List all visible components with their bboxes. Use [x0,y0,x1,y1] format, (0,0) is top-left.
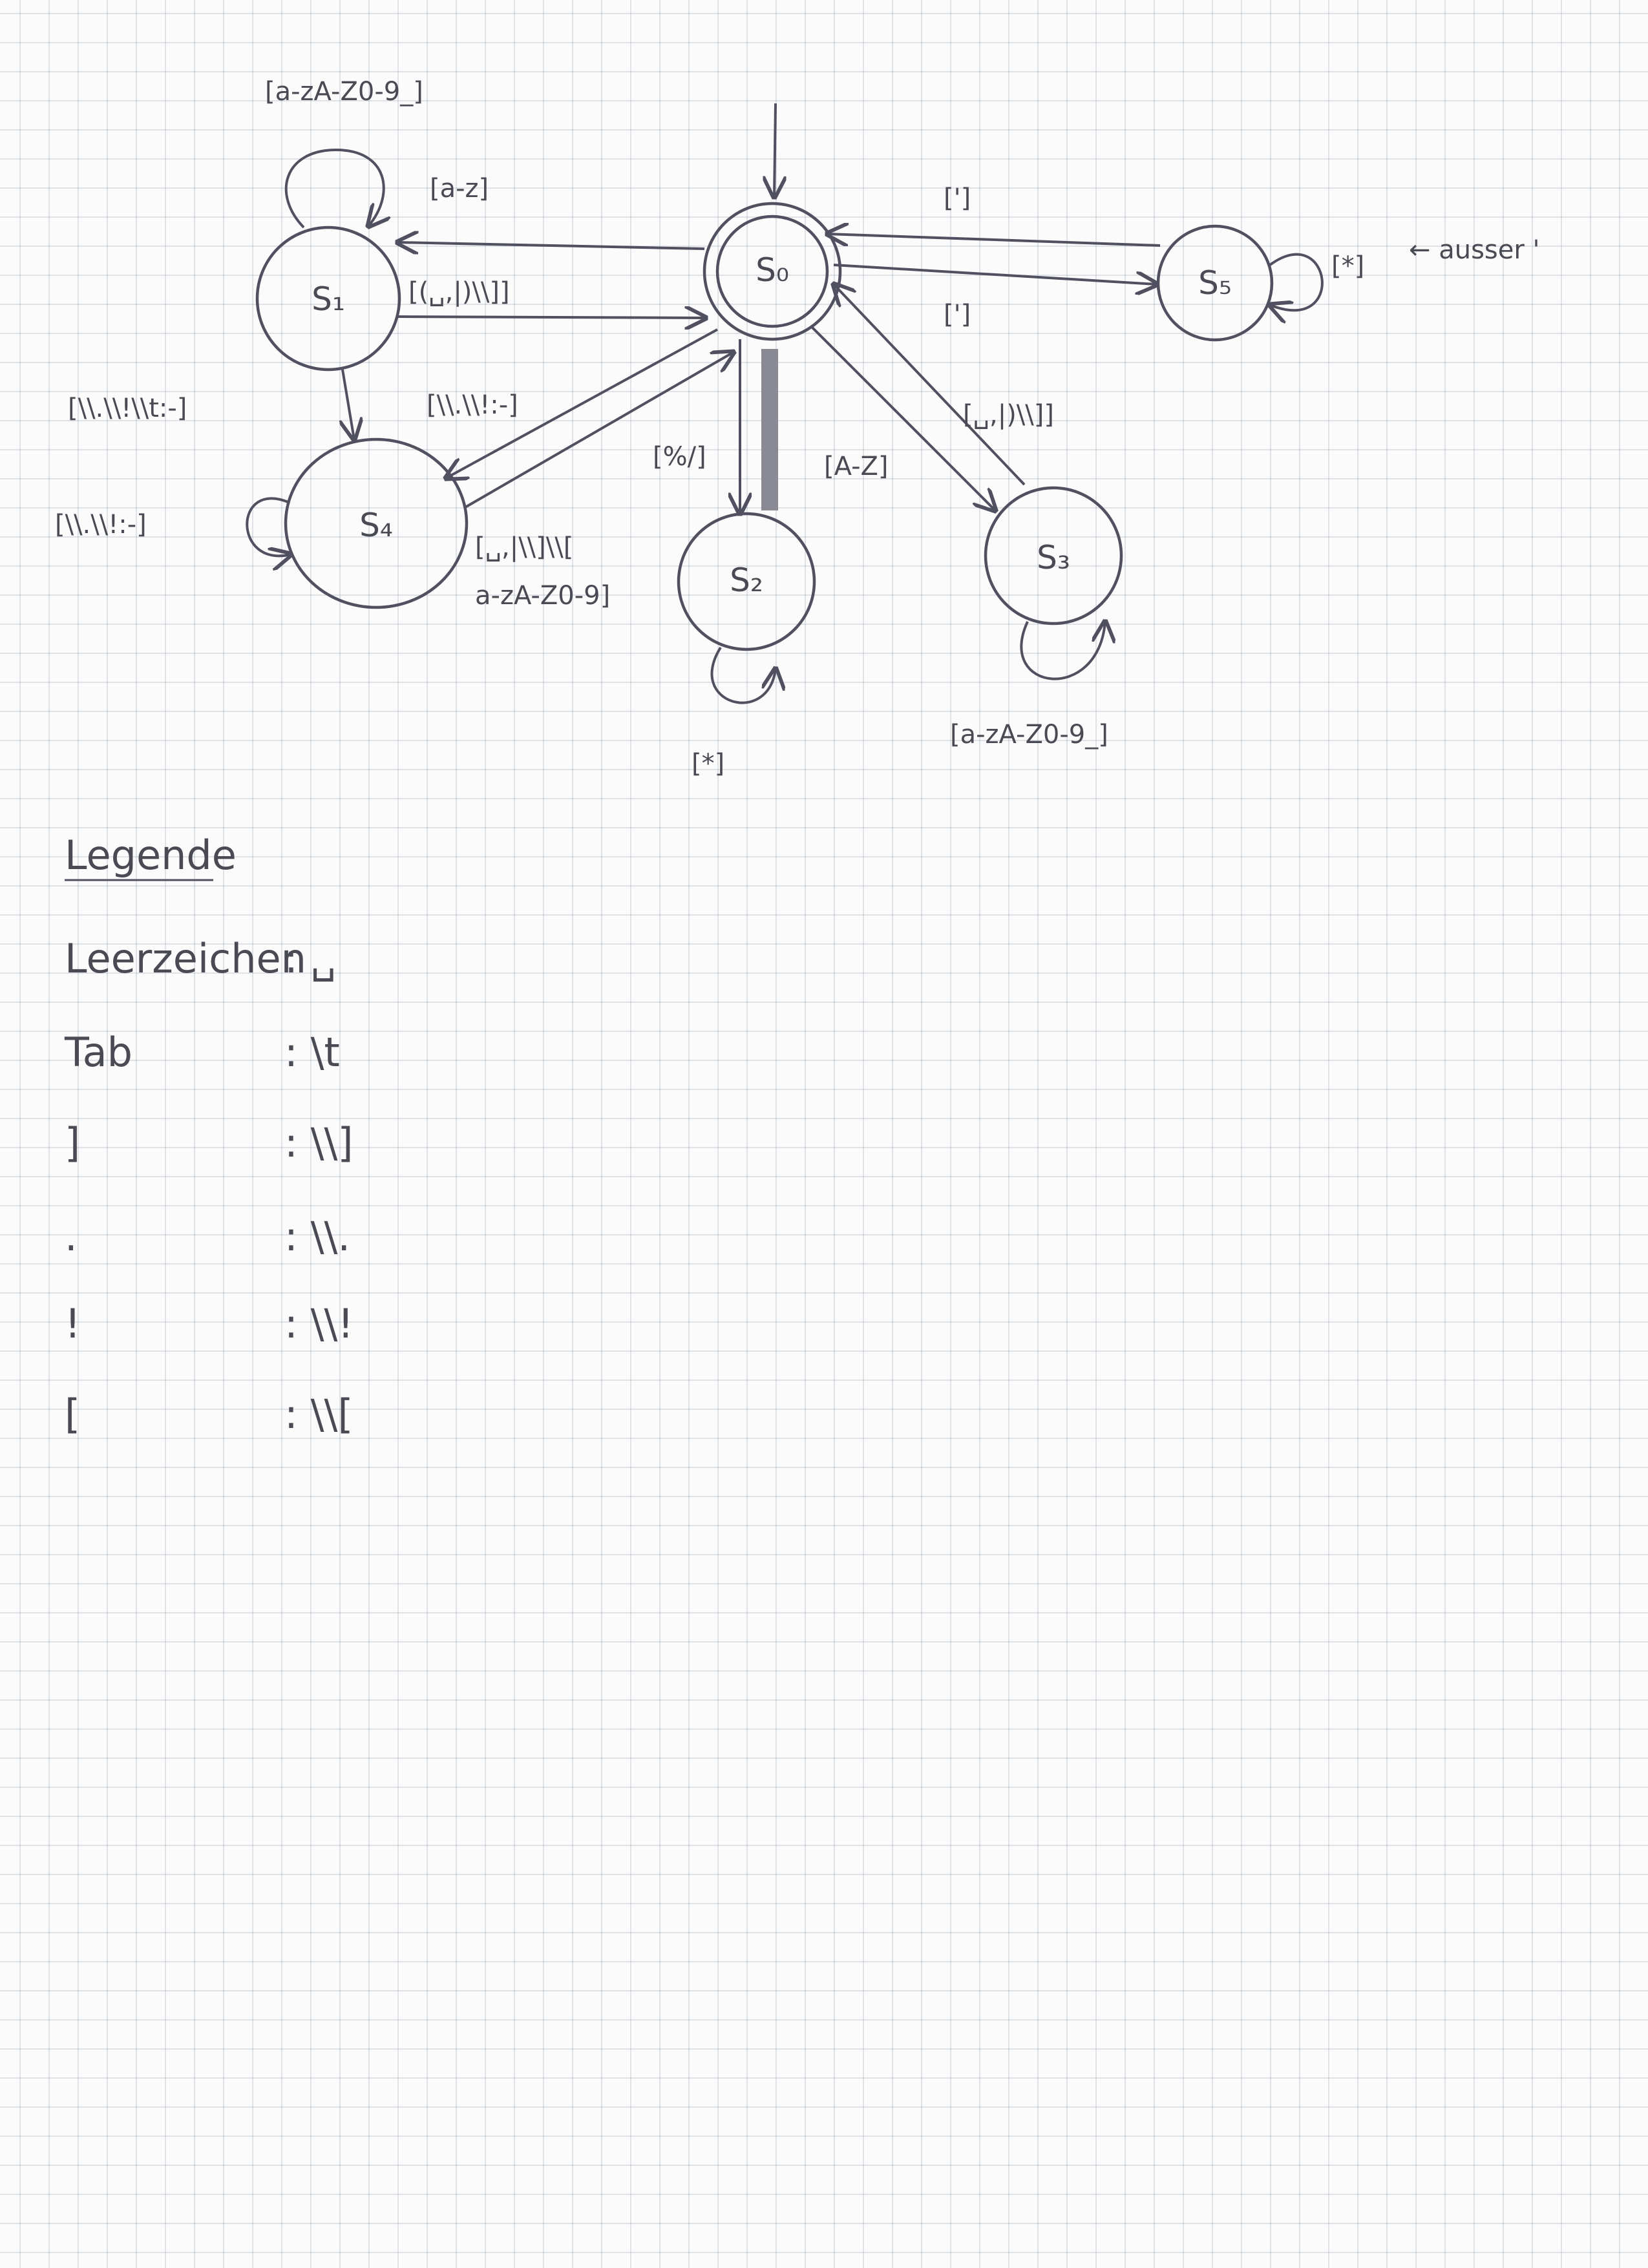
edge-label-s0-to-s4: [\\.\\!:-] [427,390,518,420]
state-s5-label: S₅ [1198,264,1232,302]
legend-row-3-symbol: ] [65,1119,80,1166]
state-s0: S₀ [703,202,842,341]
edge-label-s5-to-s0: ['] [944,184,971,213]
edge-label-s4-to-s0-line1: [␣,|\\]\\[ [475,532,573,562]
edge-s0-to-s1 [397,242,705,249]
legend-row-2-symbol: Tab [64,1029,132,1076]
state-s4: S₄ [284,437,469,609]
state-s1-label: S₁ [312,280,345,318]
legend-row-5-code: : \\! [284,1300,354,1347]
edge-s1-to-s0 [397,317,706,318]
legend-row-3-code: : \\] [284,1119,354,1166]
edge-label-s3-self: [a-zA-Z0-9_] [950,720,1108,750]
edge-label-s2-self: [*] [692,749,724,779]
edge-s1-self [284,148,384,227]
legend-row-1-symbol: Leerzeichen [65,935,306,982]
edge-label-s0-to-s5: ['] [944,300,971,330]
legend-row-6-symbol: [ [65,1391,80,1438]
edge-s4-self [246,497,291,556]
edge-label-s5-self-note: ← ausser ' [1409,235,1540,265]
edge-s4-to-s0 [464,352,734,509]
edge-label-s1-self: [a-zA-Z0-9_] [265,77,423,107]
edge-label-s1-to-s0: [(␣,|)\\]] [408,277,510,307]
edge-s2-self [710,646,776,704]
legend-row-4-code: : \\. [284,1213,350,1260]
state-s3-label: S₃ [1037,539,1070,576]
legend-row-2-code: : \t [284,1029,340,1076]
legend-row-6-code: : \\[ [284,1391,354,1438]
state-s5: S₅ [1156,224,1274,342]
edge-label-s5-self: [*] [1331,251,1364,281]
state-s2-label: S₂ [730,562,763,599]
edge-s5-to-s0 [827,234,1161,247]
state-s1: S₁ [255,226,401,372]
state-s3: S₃ [984,486,1123,625]
edge-label-s0-to-s3: [A-Z] [824,452,889,481]
legend-row-4-symbol: . [65,1213,78,1260]
state-s0-label: S₀ [755,251,789,289]
edge-s3-to-s0 [834,284,1026,486]
state-s2: S₂ [677,512,816,651]
start-arrow [774,103,776,197]
edge-s0-to-s5 [833,264,1157,284]
edge-s0-to-s3 [810,325,995,510]
edge-label-s0-to-s1: [a-z] [430,174,489,204]
edge-s3-self [1020,622,1105,680]
hatched-bar [761,349,778,510]
legend-row-1-code: : ␣ [284,935,336,982]
edge-label-s3-to-s0: [␣,|)\\]] [963,400,1054,430]
edge-label-s4-to-s0-line2: a-zA-Z0-9] [475,581,610,611]
edge-s0-to-s4 [446,328,718,478]
edge-label-s1-to-s4: [\\.\\!\\t:-] [68,394,187,423]
edge-label-s0-to-s2: [%/] [653,442,706,472]
edge-s1-to-s4 [343,369,354,439]
legend: Legende Leerzeichen : ␣ Tab : \t ] : \\]… [64,832,354,1438]
edge-label-s4-self: [\\.\\!:-] [55,510,147,540]
legend-row-5-symbol: ! [65,1300,81,1347]
edge-s5-self [1270,253,1324,311]
state-s4-label: S₄ [359,507,393,544]
legend-title: Legende [65,832,237,879]
